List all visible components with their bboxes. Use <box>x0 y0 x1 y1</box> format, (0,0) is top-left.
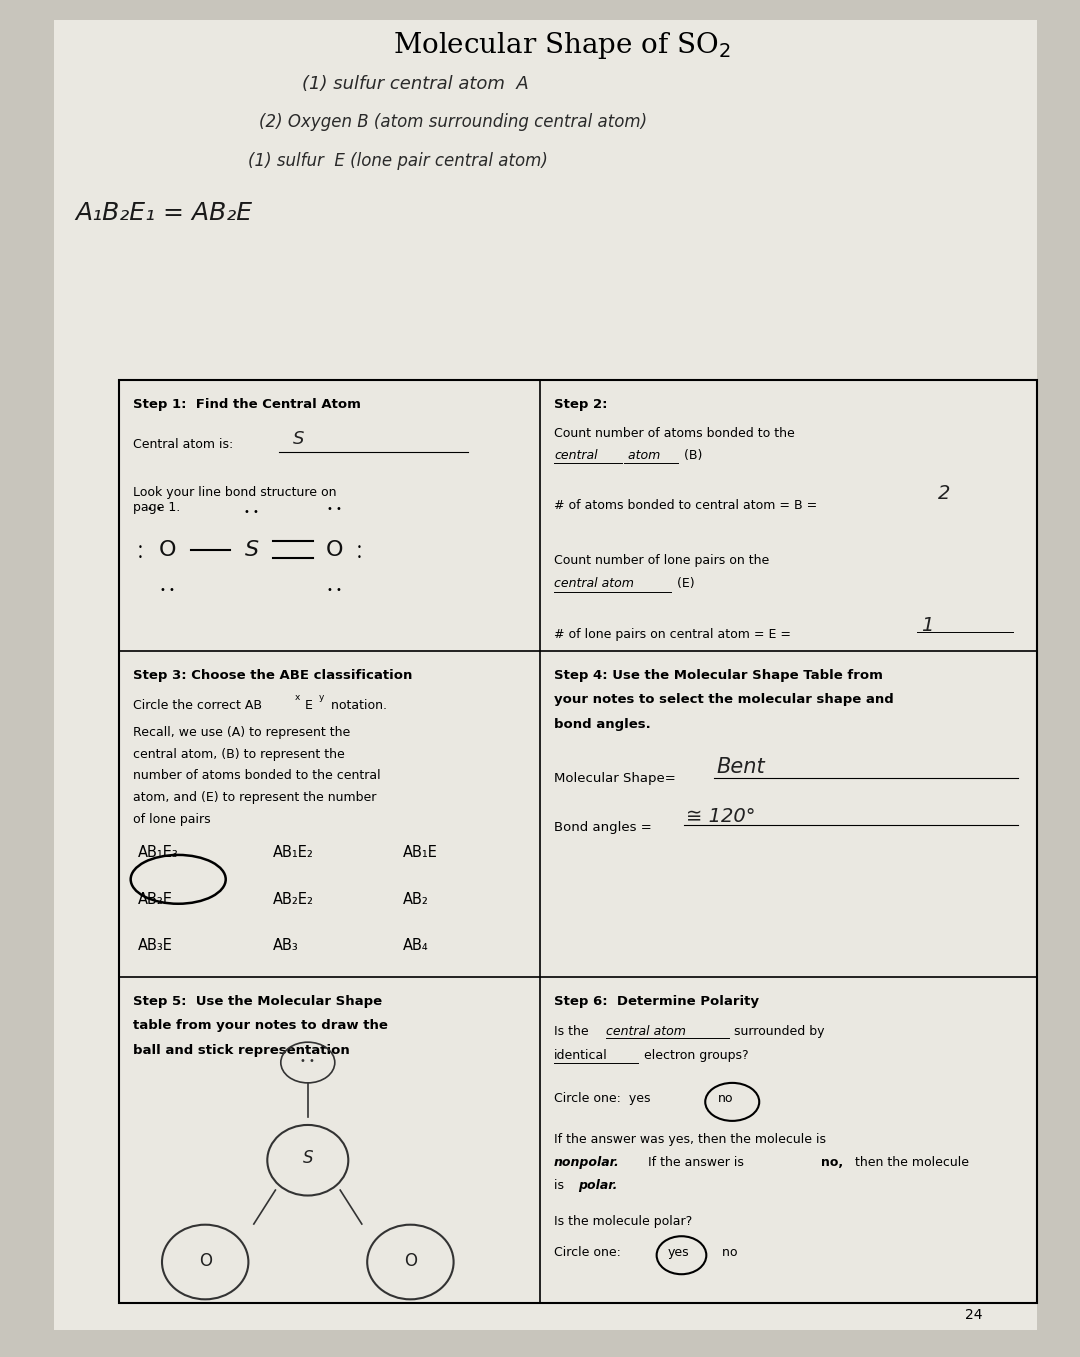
Text: • •: • • <box>300 1056 315 1067</box>
Text: Look your line bond structure on
page 1.: Look your line bond structure on page 1. <box>133 486 336 514</box>
Text: Step 5:  Use the Molecular Shape: Step 5: Use the Molecular Shape <box>133 995 382 1008</box>
Text: • •: • • <box>327 585 342 596</box>
Text: # of atoms bonded to central atom = B =: # of atoms bonded to central atom = B = <box>554 499 821 513</box>
Text: surrounded by: surrounded by <box>730 1025 828 1038</box>
Text: Step 2:: Step 2: <box>554 398 608 411</box>
Text: # of lone pairs on central atom = E =: # of lone pairs on central atom = E = <box>554 628 795 642</box>
Text: ≅ 120°: ≅ 120° <box>686 807 755 826</box>
Text: AB₃: AB₃ <box>273 938 299 953</box>
Text: AB₂E₂: AB₂E₂ <box>273 892 314 906</box>
Text: your notes to select the molecular shape and: your notes to select the molecular shape… <box>554 693 894 707</box>
Text: no: no <box>714 1246 738 1259</box>
Text: Count number of atoms bonded to the: Count number of atoms bonded to the <box>554 427 799 441</box>
FancyBboxPatch shape <box>54 20 1037 1330</box>
Text: Central atom is:: Central atom is: <box>133 438 233 452</box>
Text: S: S <box>293 430 305 448</box>
Text: AB₁E₂: AB₁E₂ <box>273 845 314 860</box>
Text: Bond angles =: Bond angles = <box>554 821 656 835</box>
Text: y: y <box>319 693 324 703</box>
Text: Molecular Shape of SO$_2$: Molecular Shape of SO$_2$ <box>393 30 730 61</box>
Text: If the answer was yes, then the molecule is: If the answer was yes, then the molecule… <box>554 1133 826 1147</box>
Text: • •: • • <box>244 506 259 517</box>
Text: (1) sulfur central atom  A: (1) sulfur central atom A <box>302 75 529 92</box>
Text: 24: 24 <box>966 1308 983 1322</box>
Text: then the molecule: then the molecule <box>851 1156 969 1170</box>
Text: AB₂: AB₂ <box>403 892 429 906</box>
Text: atom, and (E) to represent the number: atom, and (E) to represent the number <box>133 791 376 805</box>
Text: 1: 1 <box>921 616 933 635</box>
Text: (2) Oxygen B (atom surrounding central atom): (2) Oxygen B (atom surrounding central a… <box>259 113 647 130</box>
Text: If the answer is: If the answer is <box>644 1156 747 1170</box>
Text: O: O <box>404 1251 417 1270</box>
Text: number of atoms bonded to the central: number of atoms bonded to the central <box>133 769 380 783</box>
Text: O: O <box>159 540 176 559</box>
Text: Recall, we use (A) to represent the: Recall, we use (A) to represent the <box>133 726 350 740</box>
Text: of lone pairs: of lone pairs <box>133 813 211 826</box>
Text: ball and stick representation: ball and stick representation <box>133 1044 350 1057</box>
Text: A₁B₂E₁ = AB₂E: A₁B₂E₁ = AB₂E <box>76 201 253 225</box>
Text: nonpolar.: nonpolar. <box>554 1156 620 1170</box>
Text: Circle one:: Circle one: <box>554 1246 625 1259</box>
Text: •
•: • • <box>357 543 362 562</box>
Text: Step 1:  Find the Central Atom: Step 1: Find the Central Atom <box>133 398 361 411</box>
Text: bond angles.: bond angles. <box>554 718 651 731</box>
Text: Is the: Is the <box>554 1025 593 1038</box>
Text: S: S <box>302 1148 313 1167</box>
Text: E: E <box>305 699 312 712</box>
Text: central atom: central atom <box>606 1025 686 1038</box>
Text: • •: • • <box>160 585 175 596</box>
Text: AB₄: AB₄ <box>403 938 429 953</box>
Text: (1) sulfur  E (lone pair central atom): (1) sulfur E (lone pair central atom) <box>248 152 549 170</box>
Text: no: no <box>718 1092 733 1106</box>
Text: S: S <box>244 540 259 559</box>
Text: central atom: central atom <box>554 577 634 590</box>
Text: •
•: • • <box>138 543 143 562</box>
Text: Count number of lone pairs on the: Count number of lone pairs on the <box>554 554 769 567</box>
Text: no,: no, <box>821 1156 842 1170</box>
Text: identical: identical <box>554 1049 608 1063</box>
Text: Molecular Shape=: Molecular Shape= <box>554 772 676 786</box>
Text: AB₃E: AB₃E <box>138 938 173 953</box>
Text: Step 6:  Determine Polarity: Step 6: Determine Polarity <box>554 995 759 1008</box>
Text: atom: atom <box>624 449 661 463</box>
Text: x: x <box>295 693 300 703</box>
Text: electron groups?: electron groups? <box>640 1049 750 1063</box>
Text: Circle one:  yes: Circle one: yes <box>554 1092 650 1106</box>
Text: • •: • • <box>327 503 342 514</box>
Text: AB₁E: AB₁E <box>403 845 437 860</box>
Text: O: O <box>326 540 343 559</box>
Text: central atom, (B) to represent the: central atom, (B) to represent the <box>133 748 345 761</box>
Text: Step 3: Choose the ABE classification: Step 3: Choose the ABE classification <box>133 669 413 683</box>
Text: • •: • • <box>147 503 162 514</box>
Text: Bent: Bent <box>716 757 765 778</box>
Text: Is the molecule polar?: Is the molecule polar? <box>554 1215 692 1228</box>
Text: table from your notes to draw the: table from your notes to draw the <box>133 1019 388 1033</box>
Text: is: is <box>554 1179 568 1193</box>
Text: Circle the correct AB: Circle the correct AB <box>133 699 261 712</box>
Text: yes: yes <box>667 1246 689 1259</box>
Text: notation.: notation. <box>327 699 388 712</box>
Text: 2: 2 <box>937 484 949 503</box>
Text: O: O <box>199 1251 212 1270</box>
Text: AB₁E₃: AB₁E₃ <box>138 845 179 860</box>
Text: (B): (B) <box>680 449 703 463</box>
Text: AB₂E: AB₂E <box>138 892 173 906</box>
Text: (E): (E) <box>673 577 694 590</box>
Text: Step 4: Use the Molecular Shape Table from: Step 4: Use the Molecular Shape Table fr… <box>554 669 883 683</box>
Text: central: central <box>554 449 597 463</box>
Text: polar.: polar. <box>578 1179 617 1193</box>
